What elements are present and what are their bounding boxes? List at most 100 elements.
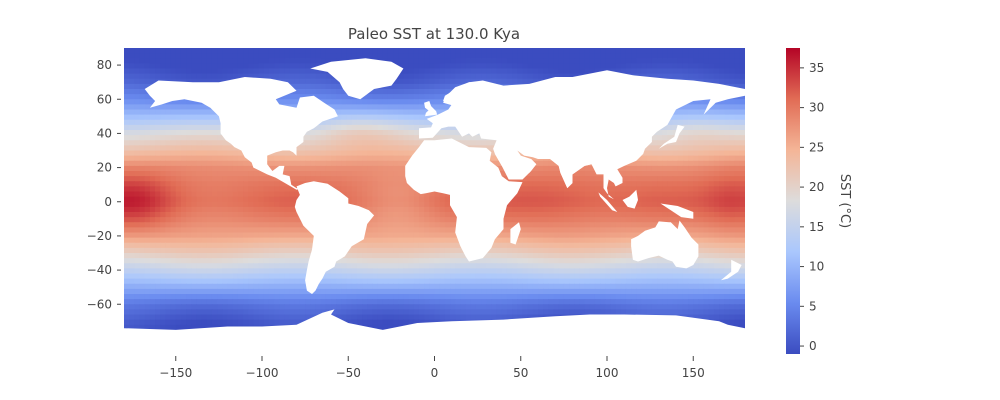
sst-cell xyxy=(362,242,368,249)
sst-cell xyxy=(677,109,684,116)
sst-cell xyxy=(734,73,741,80)
sst-cell xyxy=(227,48,234,54)
sst-cell xyxy=(186,68,192,75)
sst-cell xyxy=(662,150,668,157)
sst-cell xyxy=(206,165,213,172)
sst-cell xyxy=(719,191,725,198)
sst-cell xyxy=(206,150,213,157)
sst-cell xyxy=(320,89,327,95)
sst-cell xyxy=(491,160,498,167)
sst-cell xyxy=(372,186,379,193)
sst-cell xyxy=(191,114,198,121)
sst-cell xyxy=(284,237,291,244)
sst-cell xyxy=(351,258,358,264)
sst-cell xyxy=(237,181,244,187)
sst-cell xyxy=(367,196,373,203)
sst-cell xyxy=(527,63,534,70)
sst-cell xyxy=(362,119,368,126)
sst-cell xyxy=(408,258,415,264)
sst-cell xyxy=(729,73,736,80)
sst-cell xyxy=(657,186,663,193)
sst-cell xyxy=(149,191,156,198)
sst-cell xyxy=(393,140,399,146)
sst-cell xyxy=(289,242,296,249)
sst-cell xyxy=(160,237,166,244)
sst-cell xyxy=(227,206,234,213)
sst-cell xyxy=(279,73,286,80)
sst-cell xyxy=(305,48,311,54)
sst-cell xyxy=(532,186,539,193)
sst-cell xyxy=(310,150,317,157)
sst-cell xyxy=(677,145,684,152)
sst-cell xyxy=(444,89,451,95)
sst-cell xyxy=(734,253,741,259)
sst-cell xyxy=(201,232,208,239)
sst-cell xyxy=(170,130,177,136)
sst-cell xyxy=(434,247,441,254)
sst-cell xyxy=(191,135,198,141)
sst-cell xyxy=(641,58,648,64)
sst-cell xyxy=(279,53,286,59)
sst-cell xyxy=(331,104,337,111)
sst-cell xyxy=(186,119,192,126)
sst-cell xyxy=(724,232,731,239)
sst-cell xyxy=(662,58,668,64)
sst-cell xyxy=(124,63,130,70)
sst-cell xyxy=(553,68,560,75)
sst-cell xyxy=(139,53,146,59)
sst-cell xyxy=(180,242,187,249)
sst-cell xyxy=(527,191,534,198)
sst-cell xyxy=(729,181,736,187)
sst-cell xyxy=(191,165,198,172)
sst-cell xyxy=(155,73,161,80)
sst-cell xyxy=(367,191,373,198)
sst-cell xyxy=(191,68,198,75)
sst-cell xyxy=(217,160,223,167)
sst-cell xyxy=(703,155,710,162)
sst-cell xyxy=(180,196,187,203)
sst-cell xyxy=(693,160,700,167)
sst-cell xyxy=(211,145,218,152)
sst-cell xyxy=(191,237,198,244)
sst-cell xyxy=(491,253,498,259)
sst-cell xyxy=(646,201,653,208)
sst-cell xyxy=(377,94,384,100)
sst-cell xyxy=(398,222,405,228)
sst-cell xyxy=(600,242,606,249)
sst-cell xyxy=(124,114,130,121)
sst-cell xyxy=(196,135,203,141)
sst-cell xyxy=(434,78,441,85)
sst-cell xyxy=(310,237,317,244)
sst-cell xyxy=(294,63,301,70)
sst-cell xyxy=(222,227,229,234)
sst-cell xyxy=(180,140,187,146)
sst-cell xyxy=(646,150,653,157)
sst-cell xyxy=(574,232,580,239)
sst-cell xyxy=(553,212,560,218)
sst-cell xyxy=(382,94,389,100)
sst-cell xyxy=(149,114,156,121)
sst-cell xyxy=(351,247,358,254)
sst-cell xyxy=(382,201,389,208)
sst-cell xyxy=(294,227,301,234)
sst-cell xyxy=(155,227,161,234)
sst-cell xyxy=(625,227,632,234)
sst-cell xyxy=(450,247,456,254)
sst-cell xyxy=(248,58,254,64)
sst-cell xyxy=(175,232,182,239)
sst-cell xyxy=(294,99,301,105)
sst-cell xyxy=(170,186,177,193)
sst-cell xyxy=(429,135,436,141)
sst-cell xyxy=(398,124,405,131)
sst-cell xyxy=(351,171,358,177)
sst-cell xyxy=(698,160,705,167)
sst-cell xyxy=(217,232,223,239)
sst-cell xyxy=(719,48,725,54)
sst-cell xyxy=(667,124,674,131)
sst-cell xyxy=(201,135,208,141)
sst-cell xyxy=(408,94,415,100)
sst-cell xyxy=(418,217,425,223)
sst-cell xyxy=(186,242,192,249)
sst-cell xyxy=(563,68,570,75)
sst-cell xyxy=(739,171,745,177)
